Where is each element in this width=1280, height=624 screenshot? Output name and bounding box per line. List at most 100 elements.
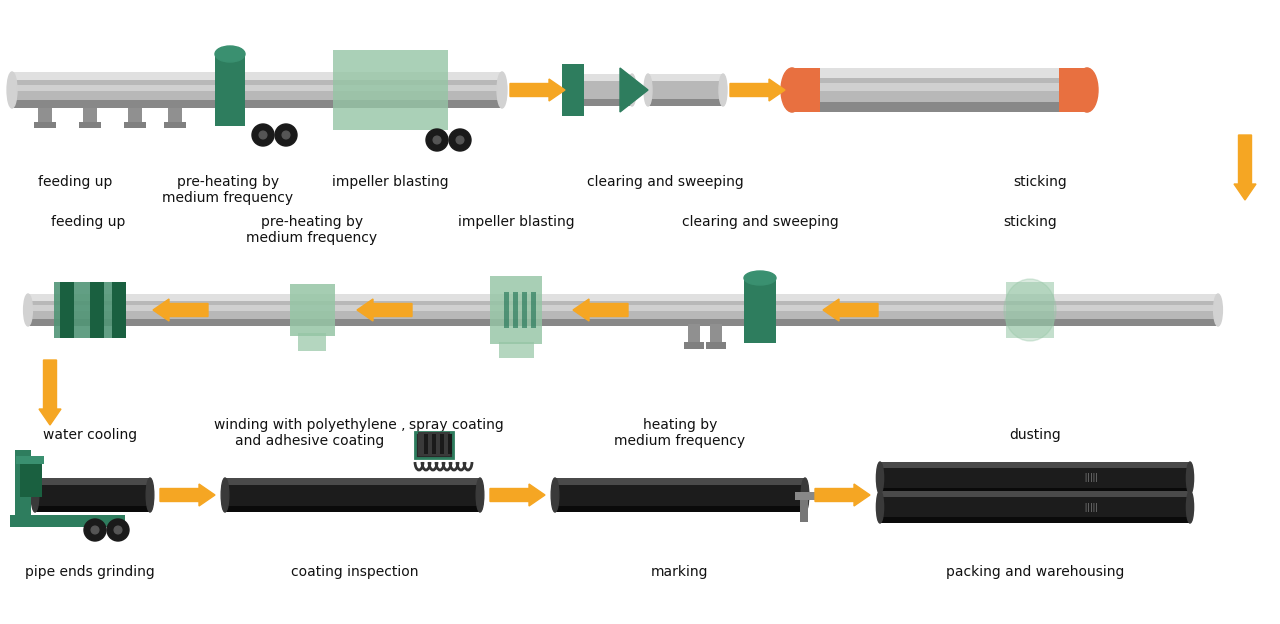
Ellipse shape — [221, 478, 229, 512]
Ellipse shape — [568, 74, 576, 106]
Bar — [881, 517, 1190, 523]
Bar — [54, 282, 122, 338]
Bar — [225, 478, 480, 485]
Bar — [881, 491, 1190, 523]
Bar — [113, 282, 125, 338]
FancyArrow shape — [730, 79, 785, 101]
Bar — [54, 282, 122, 338]
Text: coating inspection: coating inspection — [292, 565, 419, 579]
Bar — [513, 292, 518, 328]
Ellipse shape — [215, 46, 244, 62]
Bar — [225, 478, 480, 512]
Bar — [710, 324, 722, 346]
Bar — [448, 434, 452, 454]
Bar — [168, 108, 182, 126]
Bar — [20, 462, 42, 497]
Circle shape — [433, 136, 440, 144]
Ellipse shape — [1080, 68, 1093, 112]
Text: pipe ends grinding: pipe ends grinding — [26, 565, 155, 579]
Bar — [881, 462, 1190, 469]
Bar — [556, 478, 805, 485]
Circle shape — [449, 129, 471, 151]
Polygon shape — [620, 68, 648, 112]
Text: dusting: dusting — [1009, 428, 1061, 442]
Ellipse shape — [801, 478, 809, 512]
Circle shape — [282, 131, 289, 139]
Bar — [215, 54, 244, 126]
Bar — [415, 432, 453, 458]
Bar — [684, 342, 704, 349]
Bar — [35, 478, 150, 512]
Ellipse shape — [1004, 279, 1056, 341]
Bar — [12, 72, 502, 108]
Bar — [35, 505, 150, 512]
Bar — [12, 100, 502, 108]
Text: spray coating: spray coating — [408, 418, 503, 432]
Ellipse shape — [781, 68, 803, 112]
Bar — [28, 305, 1219, 311]
Ellipse shape — [1187, 462, 1193, 494]
Bar — [12, 72, 502, 80]
Circle shape — [456, 136, 463, 144]
Bar — [83, 108, 97, 126]
Ellipse shape — [31, 478, 38, 512]
Bar — [15, 450, 31, 525]
Bar — [1059, 68, 1087, 112]
FancyArrow shape — [38, 360, 61, 425]
Bar — [90, 282, 104, 338]
Text: clearing and sweeping: clearing and sweeping — [586, 175, 744, 189]
Ellipse shape — [628, 74, 636, 106]
Ellipse shape — [744, 271, 776, 285]
FancyArrow shape — [815, 484, 870, 506]
Bar — [79, 122, 101, 128]
FancyArrow shape — [160, 484, 215, 506]
Circle shape — [426, 129, 448, 151]
Bar — [792, 68, 1087, 78]
Text: water cooling: water cooling — [44, 428, 137, 442]
Bar — [498, 342, 534, 358]
Bar — [124, 122, 146, 128]
Bar — [556, 478, 805, 512]
Bar — [490, 276, 541, 344]
Ellipse shape — [476, 478, 484, 512]
Text: feeding up: feeding up — [51, 215, 125, 229]
Circle shape — [84, 519, 106, 541]
Bar — [333, 50, 448, 130]
Circle shape — [91, 526, 99, 534]
Text: pre-heating by
medium frequency: pre-heating by medium frequency — [247, 215, 378, 245]
Circle shape — [259, 131, 266, 139]
Bar — [562, 64, 584, 116]
Bar — [572, 99, 632, 106]
Bar — [415, 432, 453, 458]
Bar — [881, 488, 1190, 494]
Bar — [572, 74, 632, 81]
Ellipse shape — [877, 462, 883, 494]
Bar — [881, 491, 1190, 497]
Bar — [795, 492, 815, 500]
Bar — [128, 108, 142, 126]
Ellipse shape — [8, 72, 17, 108]
Bar — [28, 319, 1219, 326]
Text: heating by
medium frequency: heating by medium frequency — [614, 418, 745, 448]
Bar — [35, 478, 150, 485]
Ellipse shape — [497, 72, 507, 108]
Bar — [792, 84, 1087, 91]
Circle shape — [275, 124, 297, 146]
Bar — [225, 505, 480, 512]
Bar — [504, 292, 509, 328]
Ellipse shape — [877, 491, 883, 523]
Bar — [60, 282, 74, 338]
Bar — [792, 68, 820, 112]
Bar — [744, 278, 776, 343]
FancyArrow shape — [1234, 135, 1256, 200]
Bar — [648, 74, 723, 81]
Text: sticking: sticking — [1014, 175, 1066, 189]
Bar — [556, 505, 805, 512]
Text: winding with polyethylene ,
and adhesive coating: winding with polyethylene , and adhesive… — [214, 418, 406, 448]
Text: impeller blasting: impeller blasting — [458, 215, 575, 229]
Bar — [1006, 282, 1053, 338]
Bar — [440, 434, 444, 454]
Bar — [12, 85, 502, 91]
Ellipse shape — [1076, 68, 1098, 112]
Text: sticking: sticking — [1004, 215, 1057, 229]
